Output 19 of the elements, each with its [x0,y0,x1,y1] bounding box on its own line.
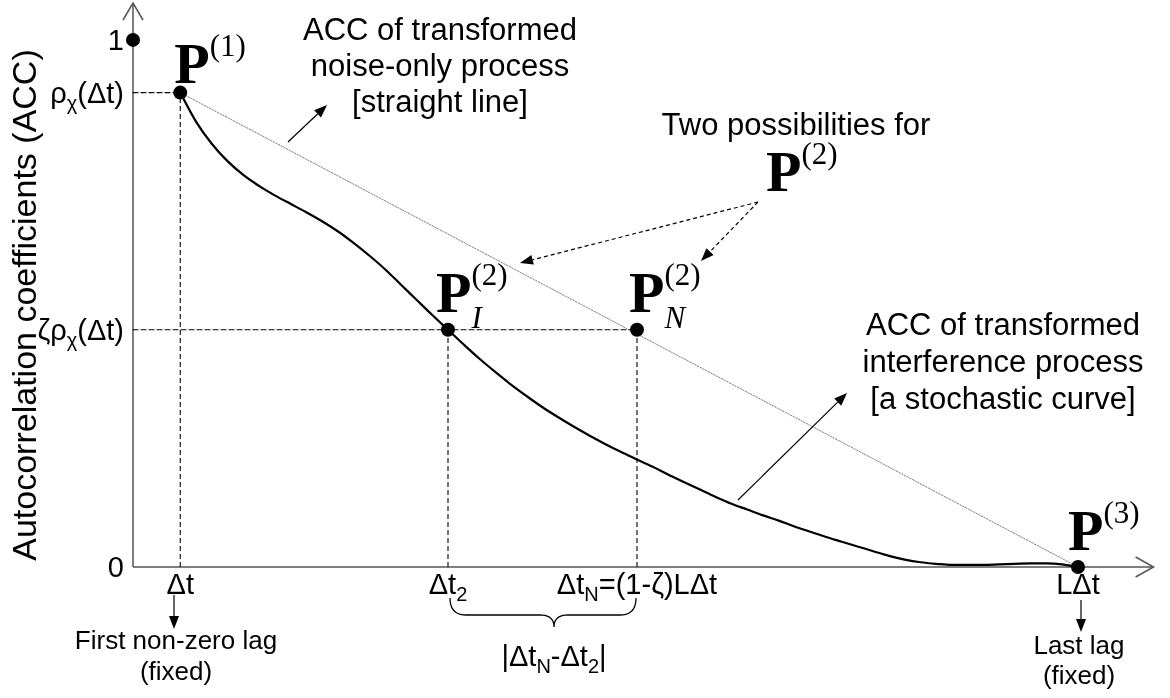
annotation: ACC of transformed interference process [a stochastic curve] [862,307,1144,416]
point [441,322,455,337]
x-tick-label: Δt [166,568,194,600]
x-tick-label: Δt$_{2}$ [428,568,468,605]
point [1071,560,1085,574]
annotation: P$^{(1)}$ [174,27,246,96]
point [630,322,644,337]
point [173,85,188,100]
annotation: ACC of transformed noise-only process [straight line] [303,12,577,119]
point [126,32,140,47]
y-tick-label: ρ$_{χ}$(Δt) [50,76,124,114]
y-tick-label: 1 [107,23,124,56]
y-tick-label: 0 [107,551,124,583]
text: Last lag (fixed) [1033,630,1125,690]
text: First non-zero lag (fixed) [74,625,278,686]
x-tick-label: LΔt [1056,568,1100,600]
x-tick-label: Δt$_{N}$=(1-ζ)LΔt [556,568,718,605]
text: |Δt$_{N}$-Δt$_{2}$| [501,640,607,677]
annotation: P$^{(3)}$ [1068,495,1140,563]
